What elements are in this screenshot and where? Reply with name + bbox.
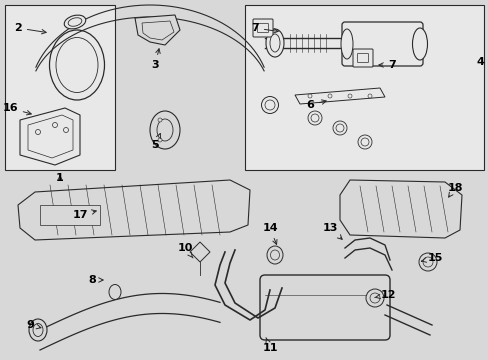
- Bar: [244, 5, 483, 170]
- FancyBboxPatch shape: [357, 54, 368, 63]
- Ellipse shape: [327, 94, 331, 98]
- Ellipse shape: [52, 122, 58, 127]
- Polygon shape: [142, 21, 174, 40]
- Text: 7: 7: [378, 60, 395, 70]
- Ellipse shape: [367, 94, 371, 98]
- FancyBboxPatch shape: [257, 23, 268, 32]
- Ellipse shape: [29, 319, 47, 341]
- Text: 9: 9: [26, 320, 41, 330]
- Ellipse shape: [56, 37, 98, 93]
- Ellipse shape: [264, 100, 274, 110]
- Ellipse shape: [269, 34, 280, 52]
- Ellipse shape: [109, 284, 121, 300]
- FancyBboxPatch shape: [252, 19, 272, 37]
- Text: 15: 15: [421, 253, 442, 263]
- Polygon shape: [28, 115, 73, 158]
- Text: 6: 6: [305, 100, 325, 110]
- Ellipse shape: [340, 29, 352, 59]
- Text: 16: 16: [2, 103, 31, 115]
- Ellipse shape: [49, 30, 104, 100]
- Polygon shape: [339, 180, 461, 238]
- Text: 14: 14: [262, 223, 277, 244]
- Text: 1: 1: [56, 173, 64, 183]
- Ellipse shape: [158, 138, 162, 142]
- Ellipse shape: [369, 293, 379, 303]
- Text: 11: 11: [262, 338, 277, 353]
- Ellipse shape: [64, 15, 85, 29]
- Ellipse shape: [310, 114, 318, 122]
- Ellipse shape: [347, 94, 351, 98]
- Ellipse shape: [266, 246, 283, 264]
- Text: 7: 7: [251, 23, 278, 33]
- Polygon shape: [294, 88, 384, 104]
- Text: 5: 5: [151, 134, 160, 150]
- Ellipse shape: [307, 111, 321, 125]
- Ellipse shape: [360, 138, 368, 146]
- Polygon shape: [20, 108, 80, 165]
- Text: 4: 4: [475, 57, 483, 67]
- Text: 12: 12: [374, 290, 395, 300]
- Polygon shape: [135, 15, 180, 45]
- Ellipse shape: [36, 130, 41, 135]
- Polygon shape: [18, 180, 249, 240]
- Text: 13: 13: [322, 223, 342, 239]
- Text: 2: 2: [14, 23, 46, 34]
- Text: 3: 3: [151, 49, 160, 70]
- Bar: [40, 205, 100, 225]
- Ellipse shape: [307, 94, 311, 98]
- Ellipse shape: [261, 96, 278, 113]
- Bar: [5, 5, 115, 170]
- Ellipse shape: [270, 250, 279, 260]
- Ellipse shape: [150, 111, 180, 149]
- Text: 10: 10: [177, 243, 193, 258]
- Ellipse shape: [335, 124, 343, 132]
- Ellipse shape: [158, 118, 162, 122]
- Ellipse shape: [68, 18, 81, 26]
- Ellipse shape: [157, 119, 173, 141]
- Ellipse shape: [265, 29, 284, 57]
- Polygon shape: [190, 242, 209, 262]
- Text: 17: 17: [72, 210, 96, 220]
- FancyBboxPatch shape: [352, 49, 372, 67]
- Ellipse shape: [357, 135, 371, 149]
- Ellipse shape: [332, 121, 346, 135]
- Text: 8: 8: [88, 275, 103, 285]
- Ellipse shape: [63, 127, 68, 132]
- Text: 18: 18: [447, 183, 462, 197]
- Ellipse shape: [412, 28, 427, 60]
- Ellipse shape: [33, 324, 43, 337]
- FancyBboxPatch shape: [341, 22, 422, 66]
- Ellipse shape: [422, 257, 432, 267]
- Ellipse shape: [365, 289, 383, 307]
- FancyBboxPatch shape: [260, 275, 389, 340]
- Ellipse shape: [418, 253, 436, 271]
